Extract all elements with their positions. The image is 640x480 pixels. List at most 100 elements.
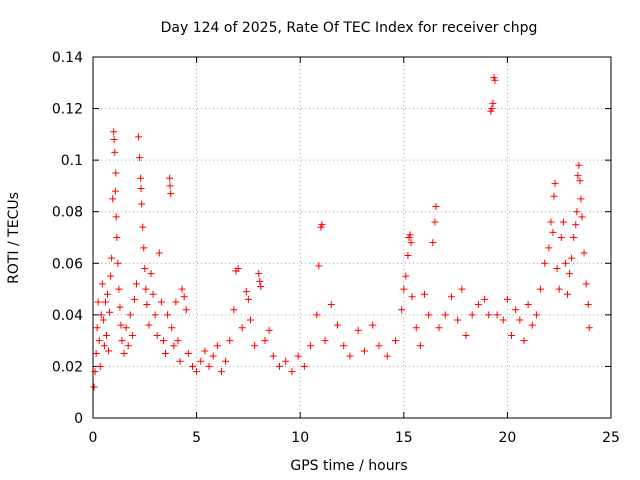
- data-point: [269, 352, 277, 360]
- data-point: [499, 316, 507, 324]
- y-tick-label: 0: [74, 411, 83, 427]
- data-point: [101, 298, 109, 306]
- data-points: [90, 74, 593, 391]
- data-point: [318, 221, 326, 229]
- x-tick-label: 10: [291, 430, 309, 446]
- data-point: [151, 311, 159, 319]
- data-point: [566, 270, 574, 278]
- data-point: [557, 234, 565, 241]
- data-point: [532, 311, 540, 319]
- data-point: [139, 223, 147, 231]
- data-point: [524, 301, 532, 309]
- x-tick-label: 25: [602, 430, 620, 446]
- data-point: [516, 316, 524, 324]
- data-point: [462, 331, 470, 339]
- data-point: [112, 213, 120, 221]
- data-point: [197, 357, 205, 365]
- data-point: [407, 239, 415, 247]
- x-tick-label: 20: [498, 430, 516, 446]
- data-point: [412, 324, 420, 332]
- y-tick-label: 0.1: [61, 153, 83, 169]
- data-point: [180, 293, 188, 301]
- axis-ticks: 0 5 10 15 20 25 0 0.02 0.04 0.06 0.08 0.1 0.12 0.14: [52, 50, 620, 446]
- data-point: [432, 203, 440, 211]
- data-point: [441, 311, 449, 319]
- data-point: [141, 264, 149, 272]
- data-point: [209, 352, 217, 360]
- data-point: [222, 357, 230, 365]
- data-point: [354, 326, 362, 334]
- data-point: [537, 285, 545, 293]
- data-point: [105, 347, 113, 355]
- data-point: [576, 177, 584, 185]
- data-point: [238, 324, 246, 332]
- data-point: [128, 331, 136, 339]
- grid-lines: [93, 57, 611, 418]
- y-tick-label: 0.04: [52, 308, 83, 324]
- y-axis-label: ROTI / TECUs: [6, 192, 22, 284]
- data-point: [474, 301, 482, 309]
- data-point: [300, 362, 308, 370]
- data-point: [528, 321, 536, 329]
- data-point: [582, 280, 590, 288]
- data-point: [157, 298, 165, 306]
- data-point: [110, 128, 118, 136]
- data-point: [182, 306, 190, 314]
- data-point: [147, 270, 155, 278]
- data-point: [512, 306, 520, 314]
- data-point: [133, 280, 141, 288]
- data-point: [485, 311, 493, 319]
- data-point: [138, 200, 146, 208]
- data-point: [111, 148, 119, 156]
- data-point: [234, 264, 242, 272]
- data-point: [559, 218, 567, 226]
- data-point: [360, 347, 368, 355]
- data-point: [553, 264, 561, 272]
- data-point: [104, 290, 112, 298]
- data-point: [242, 288, 250, 296]
- data-point: [137, 185, 145, 193]
- data-point: [106, 308, 114, 316]
- data-point: [561, 259, 569, 267]
- data-point: [575, 161, 583, 169]
- data-point: [288, 368, 296, 376]
- data-point: [333, 321, 341, 329]
- data-point: [102, 331, 110, 339]
- data-point: [573, 208, 581, 216]
- data-point: [375, 342, 383, 350]
- data-point: [135, 133, 143, 141]
- data-point: [244, 295, 252, 303]
- data-point: [136, 154, 144, 162]
- data-point: [315, 262, 323, 270]
- data-point: [265, 326, 273, 334]
- data-point: [402, 272, 410, 280]
- data-point: [555, 285, 563, 293]
- data-point: [188, 362, 196, 370]
- data-point: [110, 136, 118, 144]
- data-point: [574, 172, 582, 180]
- data-point: [400, 285, 408, 293]
- data-point: [149, 290, 157, 298]
- data-point: [584, 301, 592, 309]
- data-point: [435, 324, 443, 332]
- data-point: [143, 301, 151, 309]
- data-point: [174, 337, 182, 345]
- data-point: [468, 311, 476, 319]
- data-point: [481, 295, 489, 303]
- data-point: [108, 254, 116, 262]
- data-point: [116, 303, 124, 311]
- data-point: [172, 298, 180, 306]
- data-point: [107, 272, 115, 280]
- data-point: [563, 290, 571, 298]
- data-point: [130, 295, 138, 303]
- data-point: [549, 228, 557, 236]
- data-point: [503, 295, 511, 303]
- data-point: [454, 316, 462, 324]
- data-point: [124, 342, 132, 350]
- data-point: [115, 285, 123, 293]
- data-point: [114, 259, 122, 267]
- data-point: [193, 368, 201, 376]
- data-point: [545, 244, 553, 252]
- x-axis-label: GPS time / hours: [290, 458, 407, 474]
